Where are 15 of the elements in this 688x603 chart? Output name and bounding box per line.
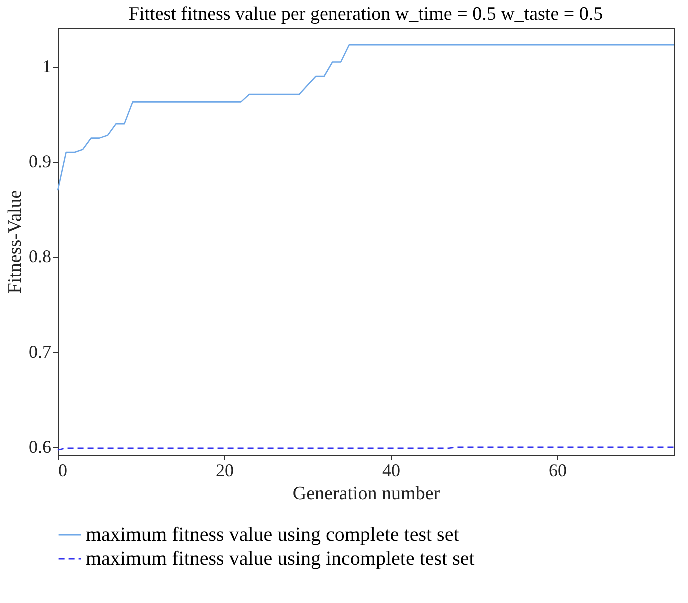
x-tick-label: 60 <box>548 460 567 480</box>
y-axis-title: Fitness-Value <box>5 190 26 294</box>
y-tick-label: 0.9 <box>29 152 52 172</box>
line-series <box>57 44 675 192</box>
x-tick-label: 40 <box>382 460 400 480</box>
y-tick-label: 1 <box>42 56 52 76</box>
x-axis-title: Generation number <box>292 484 441 504</box>
chart-title: Fittest fitness value per generation w_time = 0.5 w_taste = 0.5 <box>128 4 604 25</box>
legend-label: maximum fitness value using incomplete test set <box>86 548 476 570</box>
y-tick-label: 0.7 <box>29 342 52 362</box>
y-tick-label: 0.6 <box>29 436 52 457</box>
legend-label: maximum fitness value using complete test set <box>86 524 460 546</box>
y-tick-label: 0.8 <box>29 246 52 267</box>
x-tick-label: 20 <box>216 460 234 480</box>
x-tick-label: 0 <box>58 460 68 480</box>
